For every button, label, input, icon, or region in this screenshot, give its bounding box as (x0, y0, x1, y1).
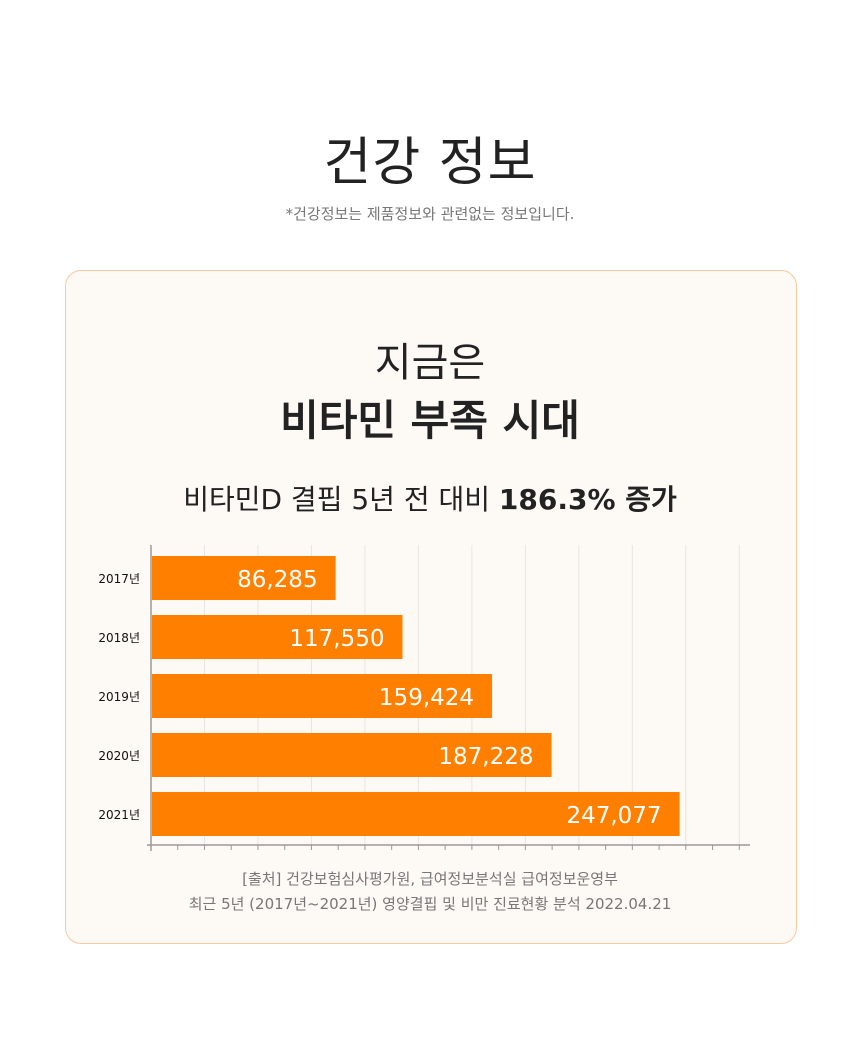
category-label: 2019년 (98, 690, 140, 704)
disclaimer-note: *건강정보는 제품정보와 관련없는 정보입니다. (285, 205, 575, 223)
category-label: 2020년 (98, 749, 140, 763)
card-subtitle: 비타민D 결핍 5년 전 대비 186.3% 증가 (0, 478, 860, 518)
bar-value-label: 247,077 (566, 803, 661, 829)
subtitle-text: 비타민D 결핍 5년 전 대비 (183, 483, 499, 516)
subtitle-highlight: 186.3% 증가 (498, 483, 677, 516)
card-heading-line2: 비타민 부족 시대 (280, 396, 580, 445)
source-line2: 최근 5년 (2017년~2021년) 영양결핍 및 비만 진료현황 분석 20… (188, 895, 672, 913)
bar-value-label: 159,424 (379, 685, 474, 711)
bar-2019년 (152, 674, 493, 718)
category-label: 2021년 (98, 808, 140, 822)
category-label: 2017년 (98, 572, 140, 586)
card-heading-line1: 지금은 (374, 340, 486, 386)
bar-2021년 (152, 792, 680, 836)
bar-2020년 (152, 733, 552, 777)
page-title: 건강 정보 (323, 133, 537, 193)
source-line1: [출처] 건강보험심사평가원, 급여정보분석실 급여정보운영부 (242, 870, 618, 888)
category-label: 2018년 (98, 631, 140, 645)
bar-value-label: 86,285 (237, 567, 317, 593)
bar-value-label: 117,550 (289, 626, 384, 652)
bar-value-label: 187,228 (438, 744, 533, 770)
bar-2018년 (152, 615, 403, 659)
bar-2017년 (152, 556, 336, 600)
